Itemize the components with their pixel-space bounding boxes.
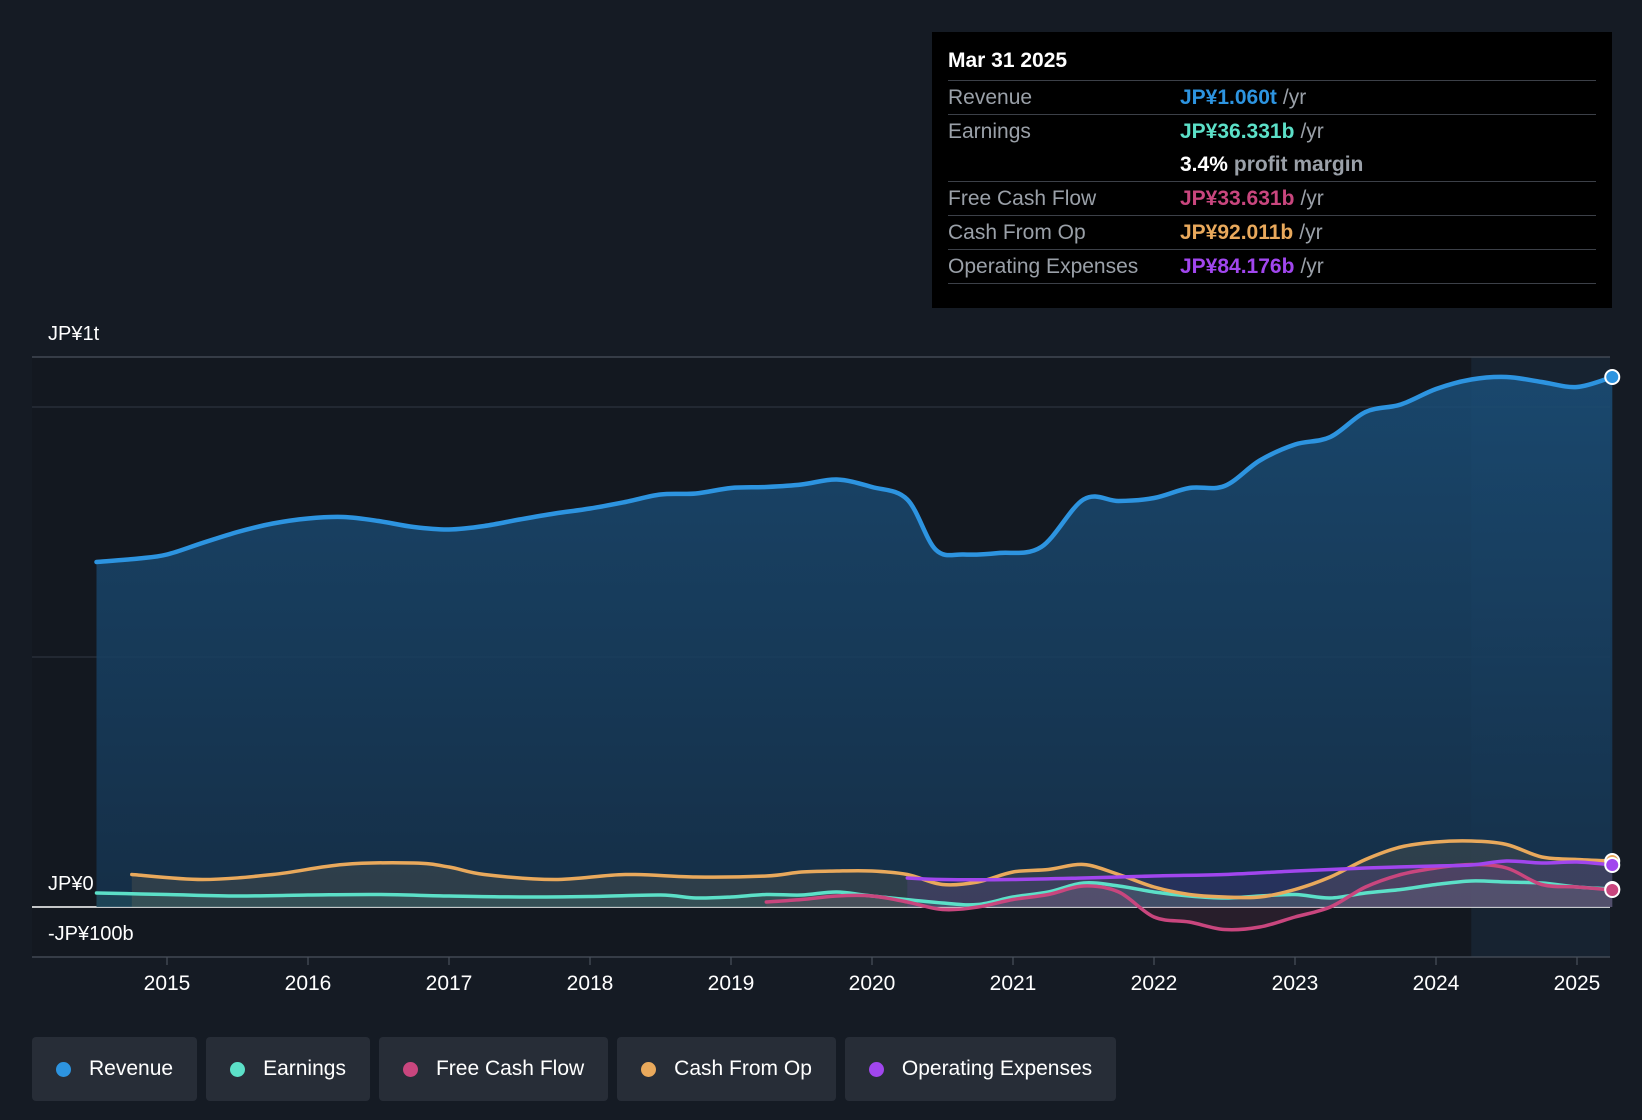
legend-label: Revenue — [89, 1057, 174, 1080]
tooltip-row-fcf: Free Cash Flow JP¥33.631b /yr — [948, 181, 1596, 215]
tooltip-unit: /yr — [1299, 220, 1323, 244]
financial-chart: 2015 2016 2017 2018 2019 2020 2021 2022 2023 2024… — [32, 323, 1621, 995]
tooltip-unit: /yr — [1300, 254, 1324, 278]
y-label-zero: JP¥0 — [48, 873, 94, 895]
x-tick-label: 2021 — [990, 972, 1037, 995]
x-tick-label: 2016 — [285, 972, 332, 995]
legend-dot-icon — [402, 1061, 418, 1077]
x-tick-label: 2018 — [567, 972, 614, 995]
tooltip-unit: /yr — [1300, 119, 1324, 143]
tooltip-row-margin: 3.4% profit margin — [948, 148, 1596, 181]
legend-dot-icon — [641, 1061, 657, 1077]
series-lines — [94, 374, 1615, 932]
tooltip-value: JP¥1.060t — [1180, 85, 1277, 109]
tooltip-value: JP¥92.011b — [1180, 220, 1294, 244]
x-tick-label: 2015 — [144, 972, 191, 995]
series-endpoints — [1604, 369, 1621, 898]
free-cash-flow-endpoint — [1604, 882, 1621, 898]
tooltip-label: Free Cash Flow — [948, 186, 1097, 210]
operating-expenses-line — [905, 859, 1615, 882]
operating-expenses-endpoint — [1604, 857, 1621, 873]
profit-margin-label: profit margin — [1233, 152, 1364, 176]
x-tick-label: 2024 — [1413, 972, 1460, 995]
tooltip-label: Revenue — [948, 85, 1033, 109]
operating-expenses-area — [907, 860, 1613, 907]
x-tick-label: 2017 — [426, 972, 473, 995]
y-label-bottom: -JP¥100b — [48, 923, 134, 945]
legend-dot-icon — [868, 1061, 884, 1077]
x-tick-label: 2019 — [708, 972, 755, 995]
tooltip-label: Earnings — [948, 119, 1031, 143]
cash-from-op-area — [131, 840, 1613, 907]
legend: Revenue Earnings Free Cash Flow Cash Fro… — [32, 1037, 1117, 1101]
legend-label: Free Cash Flow — [435, 1057, 585, 1080]
revenue-line — [94, 374, 1615, 565]
legend-dot-icon — [230, 1061, 246, 1077]
tooltip-date: Mar 31 2025 — [948, 49, 1068, 72]
tooltip-unit: /yr — [1300, 186, 1324, 210]
legend-label: Cash From Op — [674, 1057, 812, 1080]
tooltip: Mar 31 2025 Revenue JP¥1.060t /yr Earnin… — [932, 32, 1612, 308]
legend-item-free-cash-flow[interactable]: Free Cash Flow — [378, 1037, 609, 1101]
legend-item-earnings[interactable]: Earnings — [206, 1037, 370, 1101]
tooltip-label: Cash From Op — [948, 220, 1086, 244]
free-cash-flow-area — [766, 864, 1613, 930]
x-tick-label: 2022 — [1131, 972, 1178, 995]
revenue-endpoint — [1604, 369, 1621, 385]
legend-dot-icon — [56, 1061, 71, 1077]
profit-margin-value: 3.4% — [1180, 152, 1228, 176]
x-tick-label: 2023 — [1272, 972, 1319, 995]
tooltip-row-revenue: Revenue JP¥1.060t /yr — [948, 80, 1596, 114]
tooltip-row-cfo: Cash From Op JP¥92.011b /yr — [948, 215, 1596, 249]
tooltip-value: JP¥84.176b — [1180, 254, 1295, 278]
earnings-line — [94, 879, 1615, 907]
legend-item-revenue[interactable]: Revenue — [32, 1037, 198, 1101]
tooltip-row-earnings: Earnings JP¥36.331b /yr — [948, 114, 1596, 148]
legend-item-cash-from-op[interactable]: Cash From Op — [617, 1037, 836, 1101]
tooltip-label: Operating Expenses — [948, 254, 1139, 278]
x-tick-label: 2025 — [1554, 972, 1601, 995]
revenue-area — [96, 376, 1613, 907]
y-label-top: JP¥1t — [48, 323, 100, 345]
tooltip-unit: /yr — [1282, 85, 1307, 109]
legend-label: Earnings — [263, 1057, 346, 1080]
tooltip-row-opex: Operating Expenses JP¥84.176b /yr — [948, 249, 1596, 284]
x-tick-label: 2020 — [849, 972, 896, 995]
tooltip-value: JP¥33.631b — [1180, 186, 1295, 210]
tooltip-value: JP¥36.331b — [1180, 119, 1295, 143]
x-axis-ticks: 2015 2016 2017 2018 2019 2020 2021 2022 2023 2024… — [144, 957, 1601, 995]
cash-from-op-line — [130, 839, 1615, 900]
legend-label: Operating Expenses — [901, 1057, 1093, 1080]
legend-item-operating-expenses[interactable]: Operating Expenses — [844, 1037, 1117, 1101]
